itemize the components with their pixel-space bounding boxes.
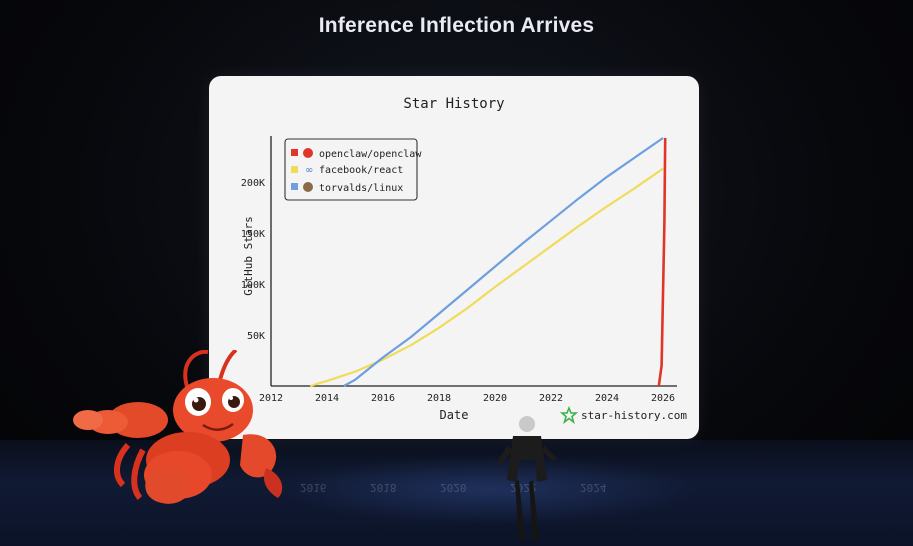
reflection-tick: 2018 [370, 481, 397, 494]
legend-box [284, 138, 418, 201]
legend-swatch-openclaw [291, 149, 298, 156]
watermark-text: star-history.com [581, 409, 687, 422]
chart-title: Star History [403, 96, 504, 112]
x-tick-label: 2012 [259, 393, 283, 404]
series-line-openclaw [657, 137, 667, 387]
x-axis-label: Date [440, 408, 469, 422]
linux-avatar-icon [303, 182, 313, 192]
stage-glow [280, 455, 700, 525]
x-tick-label: 2020 [483, 393, 507, 404]
star-history-logo-icon [559, 405, 579, 425]
chart-reflection: 2016 2018 2020 2022 2024 [270, 450, 690, 500]
legend-label-linux: torvalds/linux [319, 183, 403, 194]
legend-label-openclaw: openclaw/openclaw [319, 149, 422, 160]
legend-swatch-linux [291, 183, 298, 190]
x-tick-label: 2018 [427, 393, 451, 404]
y-tick-label: 100K [241, 280, 265, 291]
series-line-react [309, 167, 664, 388]
x-tick-label: 2022 [539, 393, 563, 404]
meta-infinity-icon: ∞ [305, 165, 313, 176]
reflection-tick: 2016 [300, 481, 327, 494]
legend-swatch-react [291, 166, 298, 173]
watermark: star-history.com [559, 405, 687, 425]
x-tick-label: 2024 [595, 393, 619, 404]
reflection-tick: 2024 [580, 481, 607, 494]
legend: openclaw/openclaw ∞ facebook/react torva… [284, 138, 422, 201]
chart-card: Star History 50K 100K 150K 200K 2012 2014 201… [209, 76, 699, 439]
reflection-tick: 2020 [440, 481, 467, 494]
openclaw-avatar-icon [303, 148, 313, 158]
x-tick-label: 2016 [371, 393, 395, 404]
series-line-linux [343, 137, 664, 387]
y-tick-label: 50K [247, 331, 265, 342]
legend-label-react: facebook/react [319, 165, 403, 176]
slide-title: Inference Inflection Arrives [318, 14, 595, 37]
x-tick-label: 2026 [651, 393, 675, 404]
y-tick-label: 200K [241, 178, 265, 189]
y-tick-label: 150K [241, 229, 265, 240]
y-axis-label: GitHub Stars [242, 216, 255, 295]
x-tick-label: 2014 [315, 393, 339, 404]
lobster-mascot [73, 350, 283, 504]
star-history-chart: Star History 50K 100K 150K 200K 2012 2014 201… [241, 96, 687, 425]
presenter-figure [497, 416, 557, 542]
